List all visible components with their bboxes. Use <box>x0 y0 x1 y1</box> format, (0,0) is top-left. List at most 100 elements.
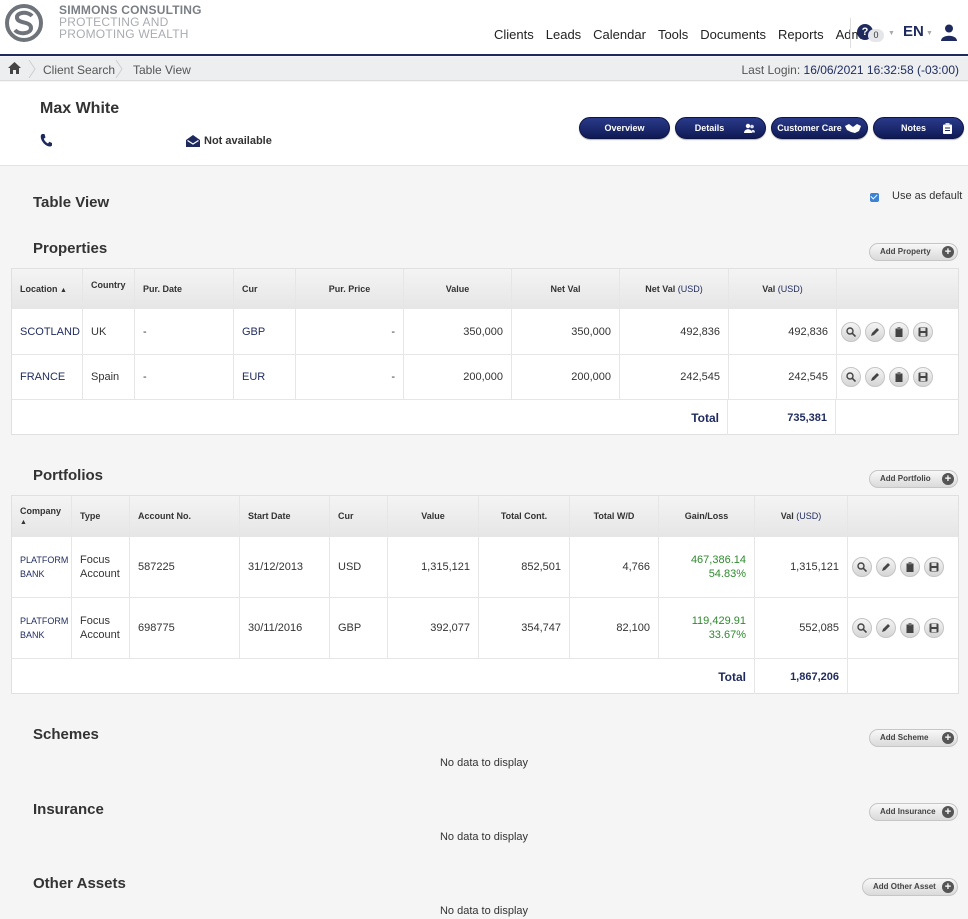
schemes-title: Schemes <box>33 726 99 743</box>
table-total-row: Total 1,867,206 <box>12 659 958 694</box>
customer-care-button-label: Customer Care <box>777 123 842 133</box>
property-location-link[interactable]: FRANCE <box>20 371 66 383</box>
save-icon[interactable] <box>913 367 933 387</box>
save-icon[interactable] <box>913 321 933 342</box>
portfolio-value: 1,315,121 <box>421 561 470 573</box>
home-icon[interactable] <box>8 62 21 74</box>
col-net-val-usd[interactable]: Net Val (USD) <box>620 269 729 308</box>
help-chevron-down-icon[interactable]: ▼ <box>888 30 895 37</box>
insurance-title: Insurance <box>33 801 104 818</box>
col-value[interactable]: Value <box>388 496 479 536</box>
overview-button[interactable]: Overview <box>579 117 670 139</box>
property-net-val-usd: 242,545 <box>680 371 720 383</box>
view-icon[interactable] <box>841 321 861 342</box>
col-net-val-usd-label: Net Val <box>645 283 676 294</box>
portfolio-company-link[interactable]: PLATFORM BANK <box>20 616 69 640</box>
add-insurance-button[interactable]: Add Insurance + <box>869 803 958 821</box>
property-pur-price: - <box>391 371 395 383</box>
view-icon[interactable] <box>852 557 872 577</box>
portfolio-company-link[interactable]: PLATFORM BANK <box>20 555 69 579</box>
nav-calendar[interactable]: Calendar <box>593 27 646 42</box>
clipboard-icon[interactable] <box>889 367 909 387</box>
portfolio-val-usd: 552,085 <box>799 622 839 634</box>
plus-icon: + <box>942 881 954 893</box>
properties-total-label: Total <box>691 410 719 425</box>
header-divider <box>850 18 851 48</box>
language-chevron-down-icon[interactable]: ▼ <box>926 30 933 37</box>
save-icon[interactable] <box>924 557 944 577</box>
col-val-usd[interactable]: Val (USD) <box>729 269 837 308</box>
col-val-usd[interactable]: Val (USD) <box>755 496 848 536</box>
customer-care-button[interactable]: Customer Care <box>771 117 868 139</box>
client-header: Max White Not available Overview Details… <box>0 82 968 166</box>
nav-documents[interactable]: Documents <box>700 27 767 42</box>
save-icon[interactable] <box>924 618 944 638</box>
view-icon[interactable] <box>852 618 872 638</box>
nav-reports[interactable]: Reports <box>778 27 824 42</box>
col-val-usd-label: Val <box>762 283 776 294</box>
use-as-default-checkbox[interactable] <box>870 193 879 202</box>
col-val-usd-label: Val <box>780 511 794 521</box>
view-icon[interactable] <box>841 367 861 387</box>
table-row: PLATFORM BANK Focus Account 587225 31/12/2… <box>12 537 958 598</box>
portfolio-cur: GBP <box>338 622 362 634</box>
col-company[interactable]: Company ▲ <box>12 496 72 536</box>
clipboard-icon[interactable] <box>900 618 920 638</box>
edit-icon[interactable] <box>865 321 885 342</box>
property-pur-date: - <box>143 371 147 383</box>
col-account-no[interactable]: Account No. <box>130 496 240 536</box>
breadcrumb-separator-icon <box>115 60 123 78</box>
sort-asc-icon: ▲ <box>20 519 27 526</box>
col-total-cont[interactable]: Total Cont. <box>479 496 570 536</box>
breadcrumb-client-search[interactable]: Client Search <box>43 63 116 77</box>
portfolio-type: Focus Account <box>80 554 120 580</box>
property-val-usd: 242,545 <box>788 371 828 383</box>
table-row: FRANCE Spain - EUR - 200,000 200,000 242… <box>12 355 958 400</box>
property-location-link[interactable]: SCOTLAND <box>20 325 80 338</box>
clipboard-icon[interactable] <box>900 557 920 577</box>
col-value[interactable]: Value <box>404 269 512 308</box>
add-portfolio-button[interactable]: Add Portfolio + <box>869 470 958 488</box>
edit-icon[interactable] <box>865 367 885 387</box>
col-start-date[interactable]: Start Date <box>240 496 330 536</box>
col-location[interactable]: Location ▲ <box>12 269 83 308</box>
edit-icon[interactable] <box>876 557 896 577</box>
portfolios-title: Portfolios <box>33 467 103 484</box>
client-name: Max White <box>40 100 120 117</box>
language-selector[interactable]: EN <box>903 23 924 40</box>
col-total-wd[interactable]: Total W/D <box>570 496 659 536</box>
col-cur[interactable]: Cur <box>234 269 296 308</box>
col-country[interactable]: Country <box>83 269 135 308</box>
portfolio-total-wd: 4,766 <box>622 561 650 573</box>
add-property-button[interactable]: Add Property + <box>869 243 958 261</box>
table-header-row: Location ▲ Country Pur. Date Cur Pur. Pr… <box>12 269 958 309</box>
nav-tools[interactable]: Tools <box>657 27 689 42</box>
notes-button[interactable]: Notes <box>873 117 964 139</box>
col-net-val[interactable]: Net Val <box>512 269 620 308</box>
add-other-asset-button[interactable]: Add Other Asset + <box>862 878 958 896</box>
user-icon[interactable] <box>940 23 958 41</box>
portfolio-start-date: 30/11/2016 <box>248 622 303 634</box>
brand-text: SIMMONS CONSULTING PROTECTING AND PROMOT… <box>59 4 202 40</box>
email-icon[interactable] <box>186 135 200 147</box>
details-button[interactable]: Details <box>675 117 766 139</box>
usd-unit: (USD) <box>777 283 803 294</box>
edit-icon[interactable] <box>876 618 896 638</box>
col-cur[interactable]: Cur <box>330 496 388 536</box>
col-type[interactable]: Type <box>72 496 130 536</box>
col-pur-date[interactable]: Pur. Date <box>135 269 234 308</box>
add-property-label: Add Property <box>880 247 931 256</box>
nav-clients[interactable]: Clients <box>494 27 534 42</box>
clipboard-icon[interactable] <box>889 321 909 342</box>
phone-icon[interactable] <box>40 134 52 147</box>
portfolio-total-cont: 852,501 <box>521 561 561 573</box>
company-logo-icon[interactable] <box>4 3 44 43</box>
brand-line-2: PROTECTING AND <box>59 15 169 29</box>
col-pur-price[interactable]: Pur. Price <box>296 269 404 308</box>
add-scheme-button[interactable]: Add Scheme + <box>869 729 958 747</box>
col-gain-loss[interactable]: Gain/Loss <box>659 496 755 536</box>
nav-leads[interactable]: Leads <box>545 27 582 42</box>
portfolio-value: 392,077 <box>430 622 470 634</box>
brand-line-3: PROMOTING WEALTH <box>59 27 189 41</box>
top-header: SIMMONS CONSULTING PROTECTING AND PROMOT… <box>0 0 968 56</box>
